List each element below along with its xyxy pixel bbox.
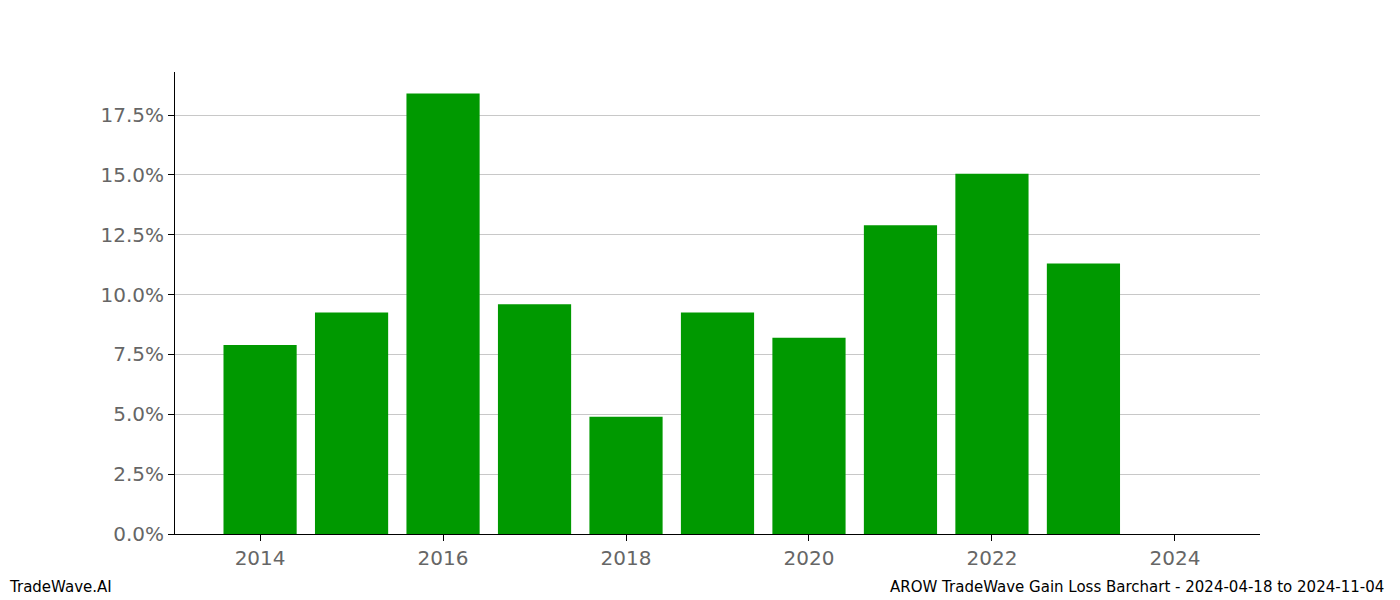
svg-text:2018: 2018 bbox=[601, 546, 652, 570]
svg-text:2024: 2024 bbox=[1149, 546, 1200, 570]
svg-text:12.5%: 12.5% bbox=[100, 223, 164, 247]
svg-text:2016: 2016 bbox=[418, 546, 469, 570]
svg-text:TradeWave.AI: TradeWave.AI bbox=[9, 578, 112, 596]
svg-text:10.0%: 10.0% bbox=[100, 283, 164, 307]
svg-text:0.0%: 0.0% bbox=[113, 522, 164, 546]
svg-text:17.5%: 17.5% bbox=[100, 103, 164, 127]
svg-text:2020: 2020 bbox=[784, 546, 835, 570]
svg-text:2.5%: 2.5% bbox=[113, 462, 164, 486]
svg-text:2022: 2022 bbox=[966, 546, 1017, 570]
svg-text:2014: 2014 bbox=[235, 546, 286, 570]
svg-text:5.0%: 5.0% bbox=[113, 402, 164, 426]
svg-text:15.0%: 15.0% bbox=[100, 163, 164, 187]
svg-text:7.5%: 7.5% bbox=[113, 342, 164, 366]
svg-text:AROW TradeWave Gain Loss Barch: AROW TradeWave Gain Loss Barchart - 2024… bbox=[890, 578, 1384, 596]
